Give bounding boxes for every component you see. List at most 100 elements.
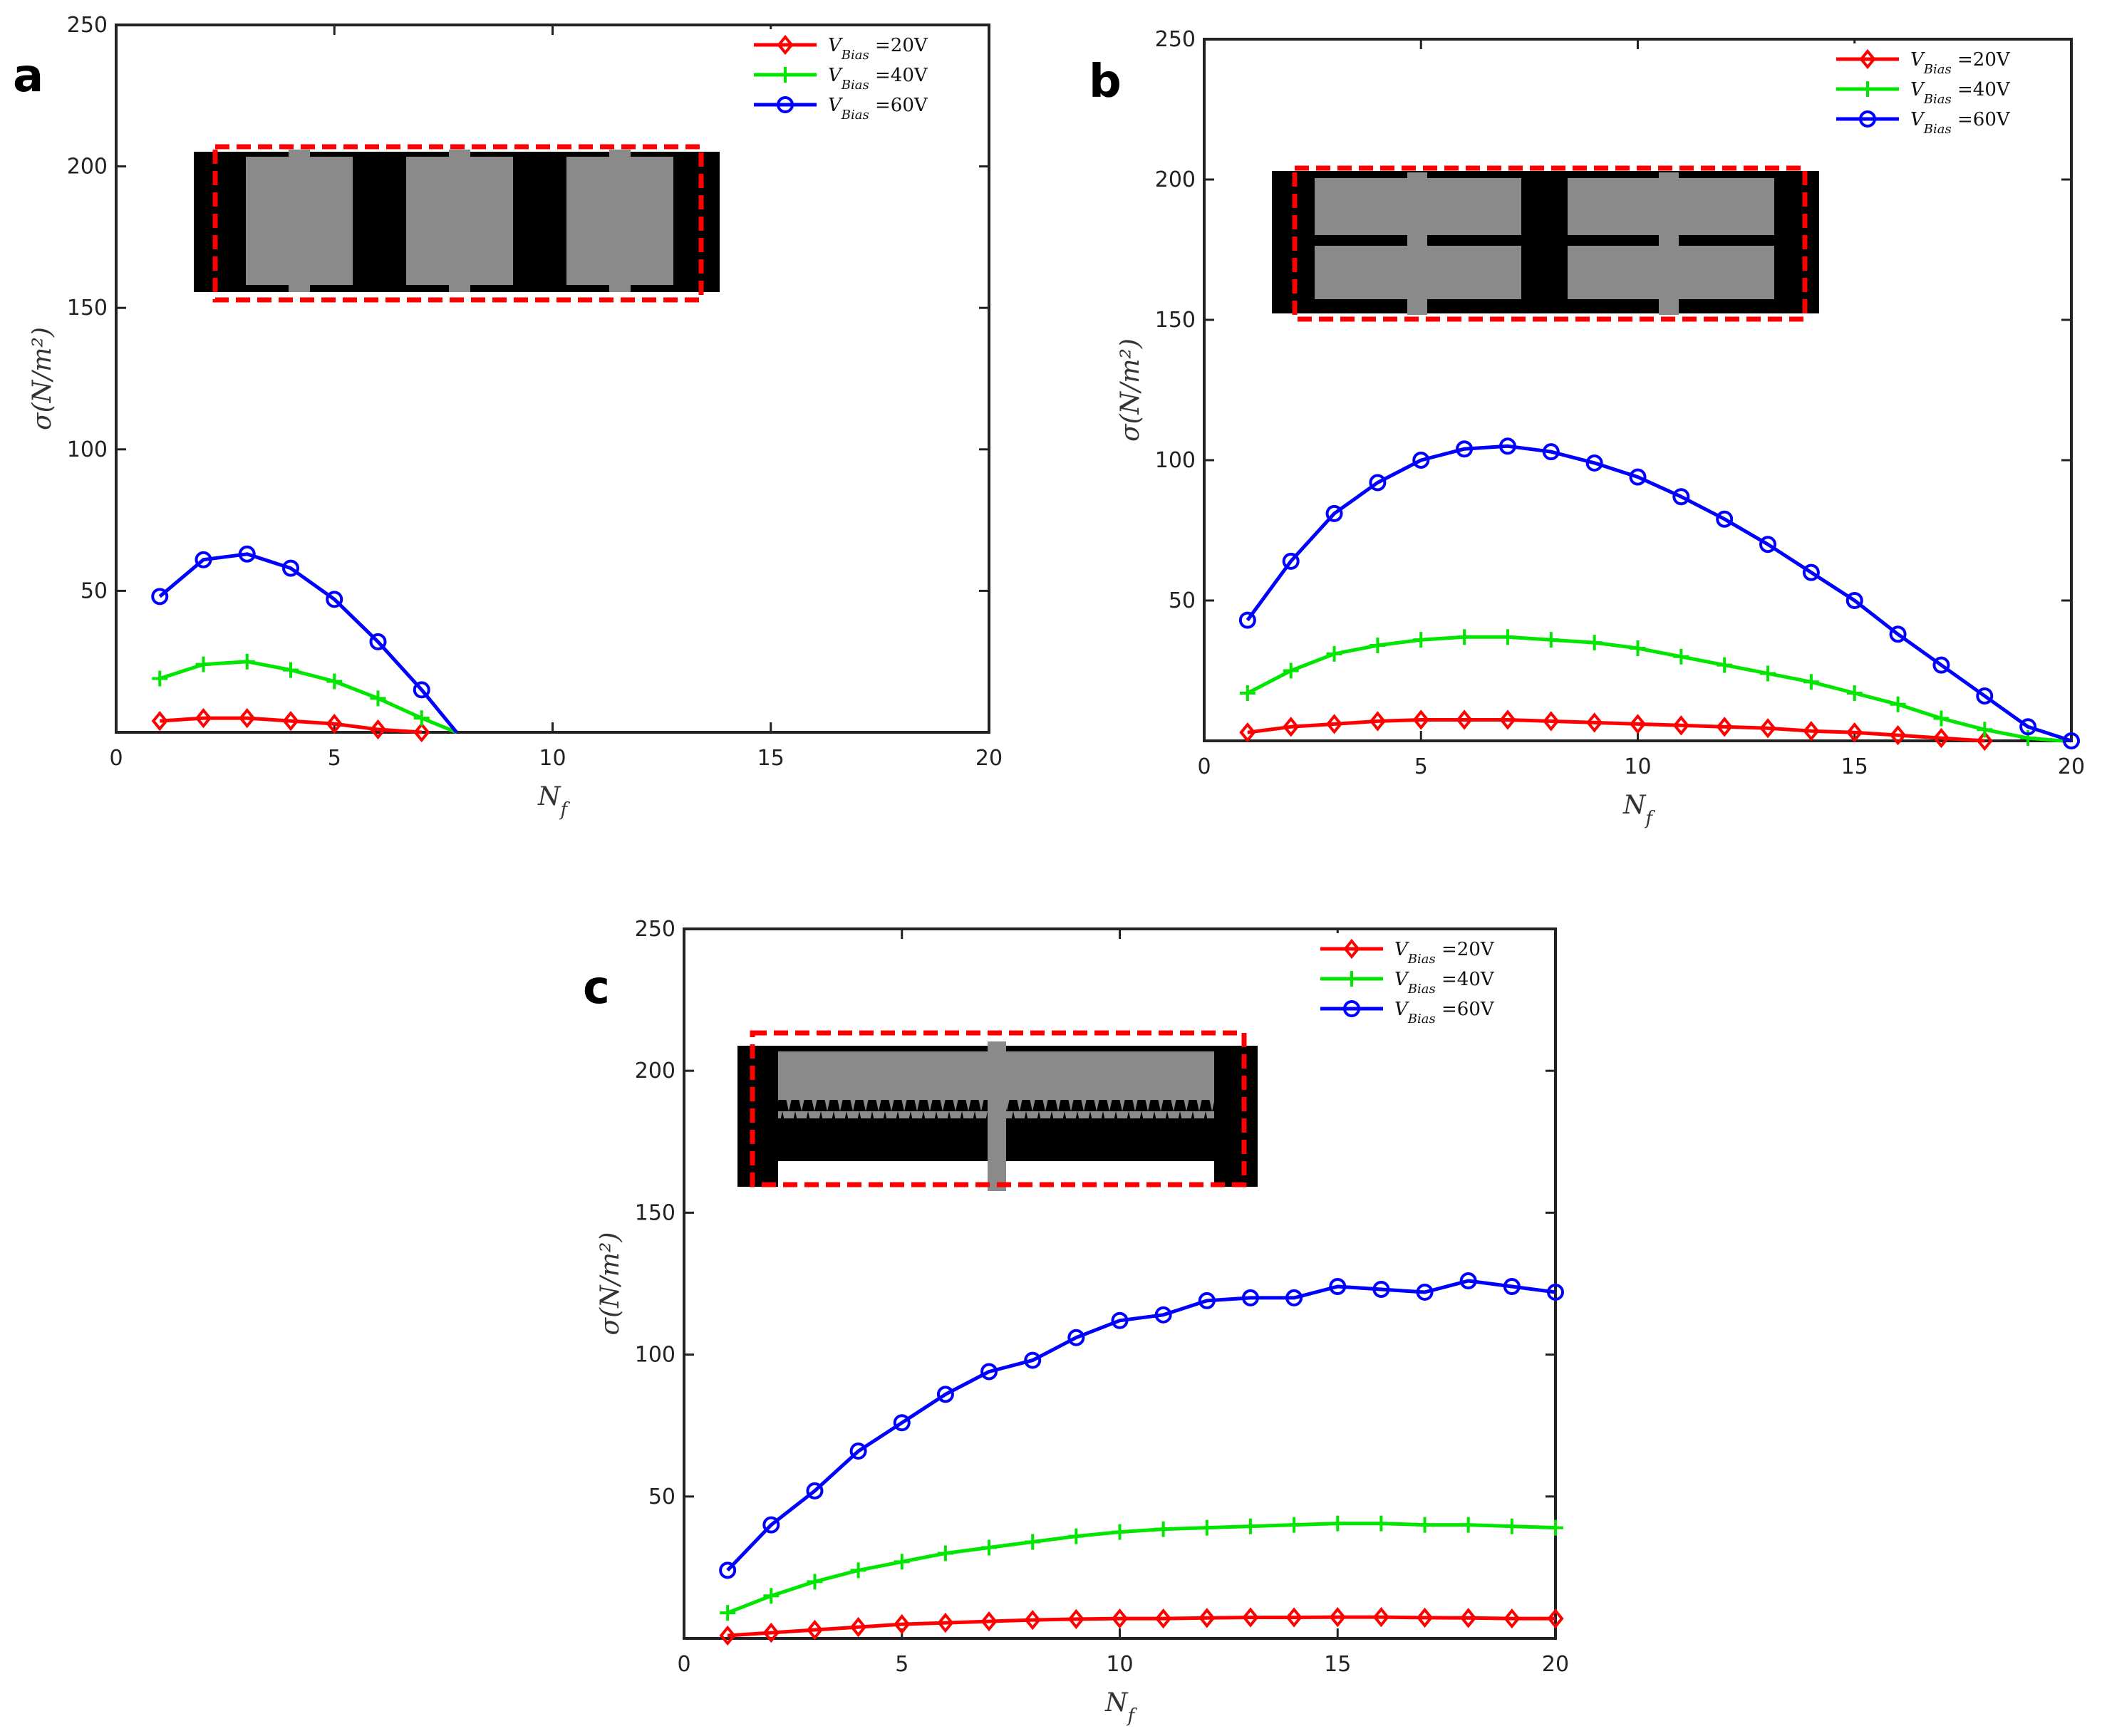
x-tick-label-c: 15 (1324, 1652, 1351, 1677)
data-point-c-2 (1154, 1306, 1172, 1324)
data-point-c-1 (1417, 1517, 1433, 1533)
x-tick-label-c: 10 (1106, 1652, 1133, 1677)
y-tick-label-c: 150 (635, 1200, 675, 1225)
x-tick-label-b: 5 (1414, 754, 1428, 779)
x-axis-label-c: Nf (1104, 1688, 1138, 1727)
data-point-b-0 (1586, 712, 1603, 733)
data-point-b-2 (1672, 488, 1690, 506)
chart-panel-a: 0 5 10 15 20 50 100 150 200 250 Nf σ(N/m²) VBias =20… (28, 13, 1003, 821)
y-tick-label-b: 200 (1155, 167, 1196, 192)
data-point-b-0 (1672, 715, 1689, 736)
data-point-c-2 (936, 1386, 954, 1403)
data-point-b-0 (1846, 722, 1863, 743)
data-point-c-1 (763, 1588, 780, 1604)
data-point-b-1 (1846, 685, 1863, 702)
data-point-c-0 (1242, 1607, 1259, 1628)
data-point-c-1 (720, 1605, 736, 1621)
data-point-b-0 (1412, 710, 1429, 730)
data-point-c-1 (981, 1539, 998, 1556)
data-point-c-0 (1067, 1608, 1084, 1630)
x-axis-label-b: Nf (1622, 791, 1656, 829)
data-point-c-2 (1503, 1277, 1521, 1295)
data-point-c-2 (1285, 1289, 1303, 1306)
panel-letter-b: b (1089, 56, 1122, 108)
data-point-a-1 (195, 656, 212, 672)
data-point-c-0 (1547, 1608, 1564, 1629)
data-point-b-1 (1933, 710, 1950, 727)
data-point-b-0 (1456, 710, 1473, 730)
data-point-a-0 (326, 713, 343, 734)
chart-panel-c: 0 5 10 15 20 50 100 150 200 250 Nf σ(N/m²) VBias =20… (596, 917, 1569, 1727)
data-point-c-0 (1503, 1608, 1521, 1629)
data-point-a-1 (413, 710, 430, 727)
data-point-c-1 (1112, 1524, 1128, 1540)
data-point-c-2 (849, 1443, 867, 1460)
data-point-b-1 (1803, 674, 1819, 690)
legend-marker-c-2 (1343, 1000, 1360, 1017)
y-axis-label-b: σ(N/m²) (1116, 338, 1145, 442)
legend-label-c-1: VBias =40V (1394, 969, 1495, 997)
data-point-b-1 (1370, 638, 1386, 654)
data-point-b-0 (1716, 717, 1733, 737)
legend-label-a-0: VBias =20V (828, 35, 928, 63)
y-tick-label-b: 50 (1169, 588, 1196, 613)
device-inset-a (194, 144, 720, 303)
device-inset-c (737, 1030, 1258, 1191)
legend-label-b-1: VBias =40V (1910, 79, 2011, 107)
y-tick-label-c: 250 (635, 917, 675, 942)
data-point-b-1 (1630, 640, 1646, 656)
data-point-c-0 (1416, 1607, 1434, 1628)
legend-marker-c-1 (1344, 971, 1360, 987)
legend-label-a-2: VBias =60V (828, 95, 928, 123)
data-point-b-2 (1369, 474, 1387, 492)
x-tick-label-a: 0 (109, 746, 123, 771)
data-point-a-2 (369, 633, 387, 650)
data-point-b-0 (1325, 714, 1343, 734)
data-point-c-1 (1548, 1519, 1563, 1536)
data-point-b-1 (1890, 696, 1906, 712)
axes-box-b (1203, 38, 2073, 742)
legend-marker-b-1 (1860, 81, 1875, 97)
data-point-b-0 (1239, 722, 1256, 743)
data-point-a-2 (326, 591, 343, 608)
x-tick-label-b: 15 (1841, 754, 1868, 779)
legend-label-c-2: VBias =60V (1394, 999, 1495, 1026)
data-point-b-0 (1499, 710, 1516, 730)
y-tick-label-a: 200 (67, 155, 108, 180)
data-point-b-0 (1976, 730, 1993, 752)
data-point-c-2 (1372, 1280, 1390, 1298)
x-tick-label-b: 0 (1197, 754, 1211, 779)
data-point-c-0 (806, 1619, 824, 1641)
data-point-b-0 (1369, 711, 1386, 732)
data-point-c-0 (1329, 1606, 1346, 1628)
data-point-a-2 (282, 559, 299, 577)
data-point-c-2 (762, 1516, 780, 1534)
data-point-c-0 (762, 1622, 780, 1643)
x-tick-label-c: 20 (1542, 1652, 1569, 1677)
data-point-a-0 (195, 707, 212, 729)
data-point-b-2 (1412, 452, 1430, 469)
data-point-c-1 (894, 1554, 910, 1570)
data-point-c-0 (894, 1613, 911, 1635)
data-point-c-2 (806, 1482, 824, 1499)
data-point-c-2 (1416, 1283, 1434, 1301)
x-tick-label-a: 5 (328, 746, 341, 771)
data-point-b-0 (1629, 714, 1647, 734)
data-point-c-1 (1373, 1515, 1389, 1532)
chart-panel-b: 0 5 10 15 20 50 100 150 200 250 Nf σ(N/m²) VBias =20… (1116, 27, 2085, 829)
legend-marker-c-0 (1343, 938, 1360, 960)
data-point-c-2 (719, 1561, 737, 1579)
axes-box-a (115, 24, 990, 734)
data-point-c-1 (1242, 1518, 1258, 1534)
data-point-b-2 (1759, 536, 1777, 553)
y-tick-label-b: 100 (1155, 448, 1196, 473)
data-point-b-2 (1456, 440, 1474, 458)
data-point-c-1 (850, 1562, 866, 1579)
legend-marker-b-0 (1859, 48, 1876, 70)
data-point-c-1 (1503, 1518, 1520, 1534)
data-point-b-0 (1759, 718, 1776, 739)
x-tick-label-c: 0 (677, 1652, 690, 1677)
data-point-c-0 (937, 1612, 954, 1633)
data-point-b-2 (1802, 563, 1820, 581)
data-point-a-0 (239, 707, 256, 729)
